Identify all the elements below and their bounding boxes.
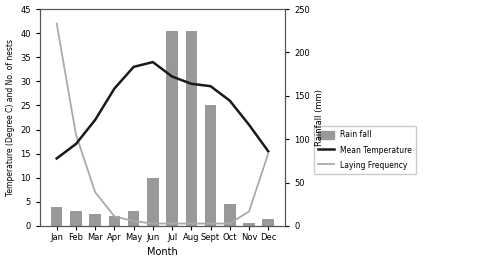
Bar — [90, 214, 101, 226]
X-axis label: Month: Month — [147, 247, 178, 257]
Bar — [70, 211, 82, 226]
Legend: Rain fall, Mean Temperature, Laying Frequency: Rain fall, Mean Temperature, Laying Freq… — [314, 126, 416, 174]
Y-axis label: Rainfall (mm): Rainfall (mm) — [316, 89, 324, 146]
Bar — [147, 178, 158, 226]
Bar — [243, 222, 255, 226]
Bar — [51, 207, 62, 226]
Bar — [205, 105, 216, 226]
Bar — [128, 211, 140, 226]
Y-axis label: Temperature (Degree C) and No. of nests: Temperature (Degree C) and No. of nests — [6, 39, 15, 196]
Bar — [224, 204, 235, 226]
Bar — [186, 31, 197, 226]
Bar — [108, 216, 120, 226]
Bar — [166, 31, 178, 226]
Bar — [262, 219, 274, 226]
